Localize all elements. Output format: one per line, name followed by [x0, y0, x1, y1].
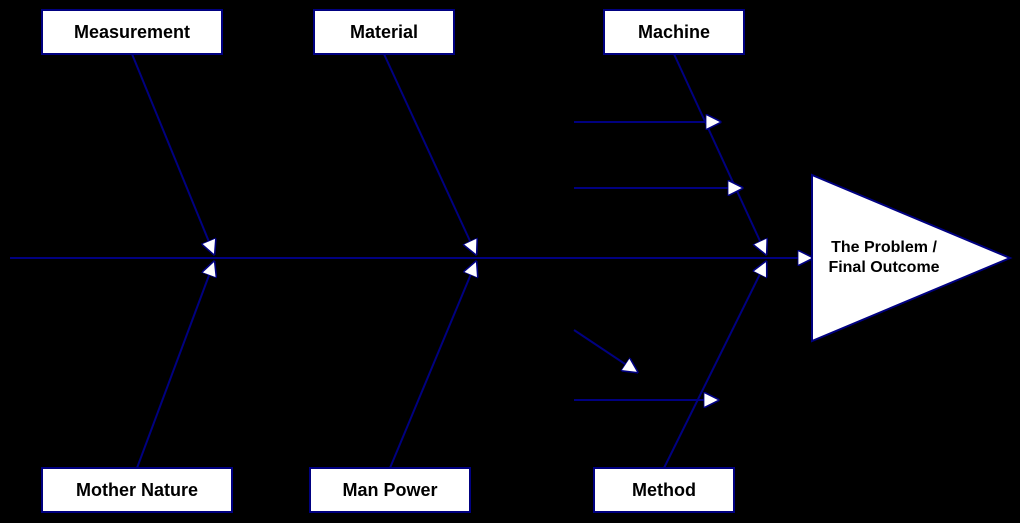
category-bone	[132, 54, 214, 254]
category-bone	[390, 262, 476, 468]
category-bone	[664, 262, 766, 468]
category-bone	[384, 54, 476, 254]
head-label-line1: The Problem /	[831, 239, 937, 256]
category-label: Material	[350, 22, 418, 42]
fishbone-diagram: The Problem / Final Outcome Measurement Mat…	[0, 0, 1020, 523]
sub-cause-arrow	[574, 330, 637, 372]
category-label: Method	[632, 480, 696, 500]
head-label-line2: Final Outcome	[828, 259, 939, 276]
category-bone	[674, 54, 766, 254]
category-label: Machine	[638, 22, 710, 42]
category-label: Measurement	[74, 22, 190, 42]
category-bone	[137, 262, 214, 468]
head-triangle	[812, 175, 1010, 341]
category-label: Man Power	[342, 480, 437, 500]
category-label: Mother Nature	[76, 480, 198, 500]
